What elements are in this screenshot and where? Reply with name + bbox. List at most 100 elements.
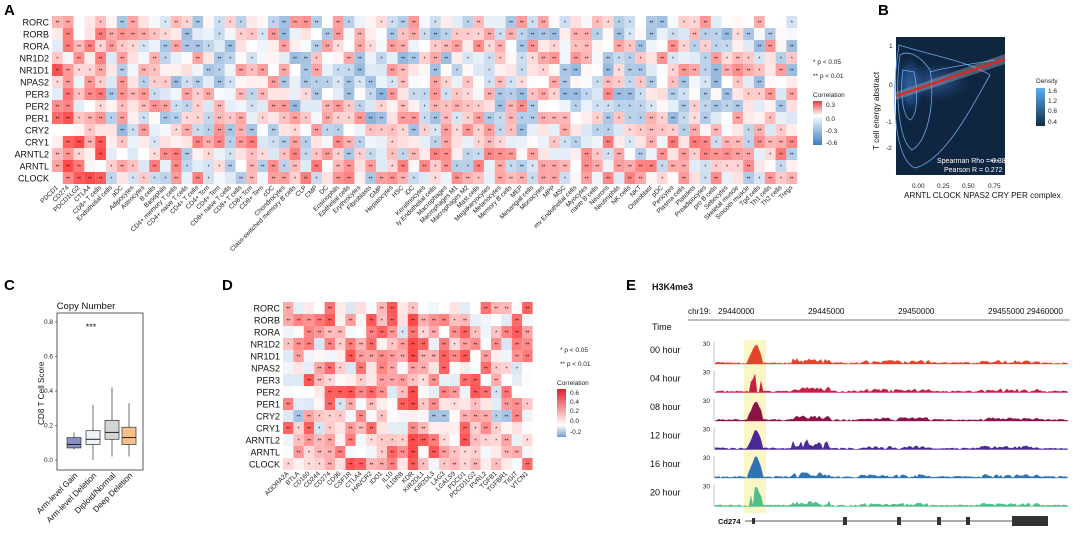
a-cell xyxy=(289,40,301,52)
a-cell xyxy=(473,52,484,64)
d-cell xyxy=(355,458,367,470)
d-cell xyxy=(387,410,398,422)
a-cell xyxy=(311,100,322,112)
a-sig-mark: ** xyxy=(88,116,92,122)
a-sig-mark: * xyxy=(337,80,339,86)
a-cell xyxy=(613,16,625,28)
a-sig-mark: ** xyxy=(617,32,621,38)
a-cell xyxy=(775,136,787,148)
panel-c-ytick: 0.4 xyxy=(44,388,53,395)
a-sig-mark: * xyxy=(132,44,134,50)
d-cell xyxy=(293,398,304,410)
a-sig-mark: ** xyxy=(217,140,221,146)
panel-d-label: D xyxy=(222,277,233,294)
a-cell xyxy=(138,88,150,100)
a-sig-mark: ** xyxy=(99,32,103,38)
a-cell xyxy=(732,88,744,100)
a-cell xyxy=(289,52,301,64)
d-cell xyxy=(449,410,460,422)
a-cell xyxy=(602,100,614,112)
d-cell xyxy=(449,338,460,350)
a-cell xyxy=(106,124,117,136)
a-cell xyxy=(646,88,657,100)
a-sig-mark: ** xyxy=(131,20,135,26)
d-cell xyxy=(314,398,325,410)
a-sig-mark: * xyxy=(391,164,393,170)
d-sig-mark: ** xyxy=(380,462,384,468)
a-cell xyxy=(332,52,344,64)
a-sig-mark: * xyxy=(499,140,501,146)
d-sig-mark: * xyxy=(318,426,320,432)
a-sig-mark: * xyxy=(359,152,361,158)
a-sig-mark: * xyxy=(132,176,134,182)
a-cell xyxy=(170,160,182,172)
a-cell xyxy=(289,64,301,76)
a-cell xyxy=(527,160,538,172)
a-sig-mark: * xyxy=(791,20,793,26)
a-sig-mark: * xyxy=(208,116,210,122)
panel-b-ltick-2: 0.8 xyxy=(1048,108,1057,115)
a-cell xyxy=(786,172,798,184)
a-cell xyxy=(710,160,722,172)
a-sig-mark: ** xyxy=(649,116,653,122)
a-cell xyxy=(635,112,646,124)
d-row-label: CRY1 xyxy=(256,423,280,433)
a-cell xyxy=(538,172,549,184)
d-sig-mark: ** xyxy=(390,318,394,324)
a-cell xyxy=(775,148,787,160)
a-sig-mark: * xyxy=(262,152,264,158)
a-cell xyxy=(84,64,96,76)
a-cell xyxy=(95,148,106,160)
a-cell xyxy=(170,124,182,136)
d-cell xyxy=(376,338,387,350)
a-cell xyxy=(689,40,700,52)
a-cell xyxy=(214,172,225,184)
a-sig-mark: * xyxy=(316,80,318,86)
a-sig-mark: * xyxy=(694,104,696,110)
a-cell xyxy=(332,112,344,124)
a-sig-mark: ** xyxy=(120,68,124,74)
a-cell xyxy=(257,148,268,160)
a-sig-mark: ** xyxy=(725,152,729,158)
a-cell xyxy=(419,172,430,184)
a-cell xyxy=(192,16,204,28)
a-cell xyxy=(613,112,625,124)
d-cell xyxy=(397,398,408,410)
d-cell xyxy=(366,458,377,470)
d-cell xyxy=(397,386,408,398)
a-cell xyxy=(52,112,63,124)
a-cell xyxy=(160,64,171,76)
a-cell xyxy=(462,148,474,160)
a-cell xyxy=(494,160,506,172)
a-sig-mark: ** xyxy=(509,104,513,110)
a-cell xyxy=(106,16,117,28)
a-cell xyxy=(786,136,798,148)
a-sig-mark: * xyxy=(240,20,242,26)
a-cell xyxy=(721,28,733,40)
a-sig-mark: ** xyxy=(55,164,59,170)
a-cell xyxy=(743,148,754,160)
a-cell xyxy=(635,136,646,148)
d-cell xyxy=(335,446,346,458)
a-cell xyxy=(73,28,85,40)
a-cell xyxy=(278,148,290,160)
d-cell xyxy=(303,350,315,362)
a-cell xyxy=(548,76,560,88)
d-sig-mark: ** xyxy=(369,354,373,360)
d-cell xyxy=(491,422,502,434)
a-cell xyxy=(397,148,409,160)
a-sig-mark: * xyxy=(164,176,166,182)
a-cell xyxy=(581,124,592,136)
panel-e-track-signal xyxy=(714,344,1069,365)
a-cell xyxy=(743,40,754,52)
a-cell xyxy=(710,40,722,52)
a-sig-mark: * xyxy=(89,68,91,74)
a-sig-mark: ** xyxy=(541,164,545,170)
a-cell xyxy=(397,28,409,40)
d-sig-mark: * xyxy=(391,342,393,348)
a-sig-mark: * xyxy=(769,152,771,158)
a-cell xyxy=(786,112,798,124)
d-cell xyxy=(522,422,533,434)
d-cell xyxy=(397,410,408,422)
a-cell xyxy=(354,88,366,100)
